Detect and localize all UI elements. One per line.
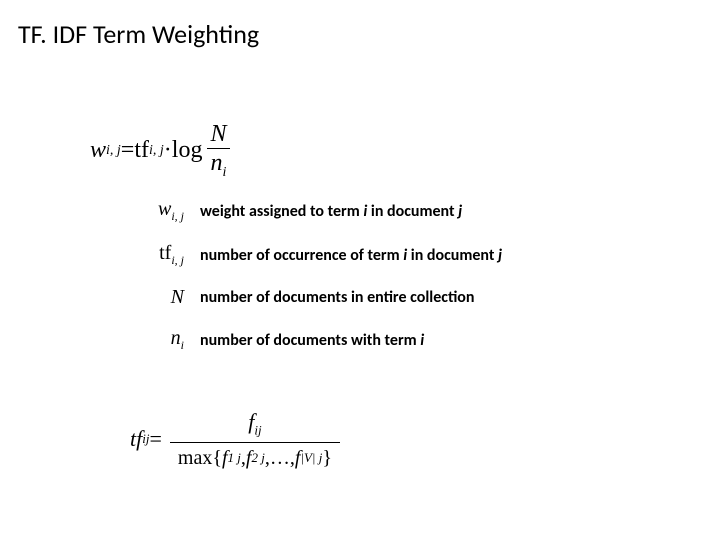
beq-rbrace: } xyxy=(322,447,332,469)
sym-base: tf xyxy=(159,242,171,264)
beq-f2s: 2 j xyxy=(251,451,264,465)
def-text: weight assigned to term i in document j xyxy=(200,202,462,221)
def-mid: in document xyxy=(407,246,498,265)
def-mid: in document xyxy=(367,202,458,221)
eq-dot: · xyxy=(164,137,172,164)
beq-tf-sub: ij xyxy=(142,431,149,447)
bottom-equation: tfij = fij max { f1 j , f2 j ,…, f|V| j … xyxy=(130,410,340,469)
sym-base: w xyxy=(158,198,171,220)
eq-fraction: N ni xyxy=(206,122,230,180)
beq-num: fij xyxy=(240,410,269,442)
eq-w: w xyxy=(90,137,106,164)
slide-title: TF. IDF Term Weighting xyxy=(18,18,259,50)
def-row: tfi, j number of occurrence of term i in… xyxy=(150,242,650,268)
eq-n: n xyxy=(211,150,223,176)
sym-sub: i, j xyxy=(171,209,184,223)
def-j: j xyxy=(498,246,502,265)
beq-max: max xyxy=(178,447,212,469)
eq-n-sub: i xyxy=(223,165,227,180)
eq-frac-num: N xyxy=(206,122,230,148)
def-i: i xyxy=(420,331,424,350)
eq-equals: = xyxy=(121,137,135,164)
def-j: j xyxy=(458,202,462,221)
main-equation: wi, j = tfi, j · log N ni xyxy=(90,122,230,180)
def-row: ni number of documents with term i xyxy=(150,327,650,353)
def-pre: number of documents with term xyxy=(200,331,420,350)
sym-sub: i, j xyxy=(171,253,184,267)
beq-dots: ,…, xyxy=(265,447,295,469)
def-text: number of documents in entire collection xyxy=(200,288,475,307)
beq-f1s: 1 j xyxy=(228,451,241,465)
beq-f-sub: ij xyxy=(254,422,261,437)
def-symbol: N xyxy=(150,286,200,309)
beq-tf: tf xyxy=(130,426,142,452)
def-symbol: ni xyxy=(150,327,200,353)
def-text: number of documents with term i xyxy=(200,331,424,350)
def-pre: weight assigned to term xyxy=(200,202,363,221)
eq-tf: tf xyxy=(134,137,149,164)
eq-frac-den: ni xyxy=(207,148,231,180)
beq-equals: = xyxy=(149,426,161,452)
eq-w-sub: i, j xyxy=(106,143,121,159)
def-symbol: wi, j xyxy=(150,198,200,224)
def-text: number of occurrence of term i in docume… xyxy=(200,246,502,265)
def-row: N number of documents in entire collecti… xyxy=(150,286,650,309)
beq-den: max { f1 j , f2 j ,…, f|V| j } xyxy=(170,442,340,469)
eq-log: log xyxy=(172,137,203,164)
beq-fvs: |V| j xyxy=(300,451,322,465)
def-symbol: tfi, j xyxy=(150,242,200,268)
sym-base: N xyxy=(171,286,184,308)
eq-tf-sub: i, j xyxy=(149,143,164,159)
beq-lbrace: { xyxy=(212,447,222,469)
definitions-list: wi, j weight assigned to term i in docum… xyxy=(150,198,650,371)
def-pre: number of occurrence of term xyxy=(200,246,403,265)
beq-fraction: fij max { f1 j , f2 j ,…, f|V| j } xyxy=(170,410,340,469)
sym-base: n xyxy=(171,327,181,349)
def-row: wi, j weight assigned to term i in docum… xyxy=(150,198,650,224)
sym-sub: i xyxy=(181,338,184,352)
